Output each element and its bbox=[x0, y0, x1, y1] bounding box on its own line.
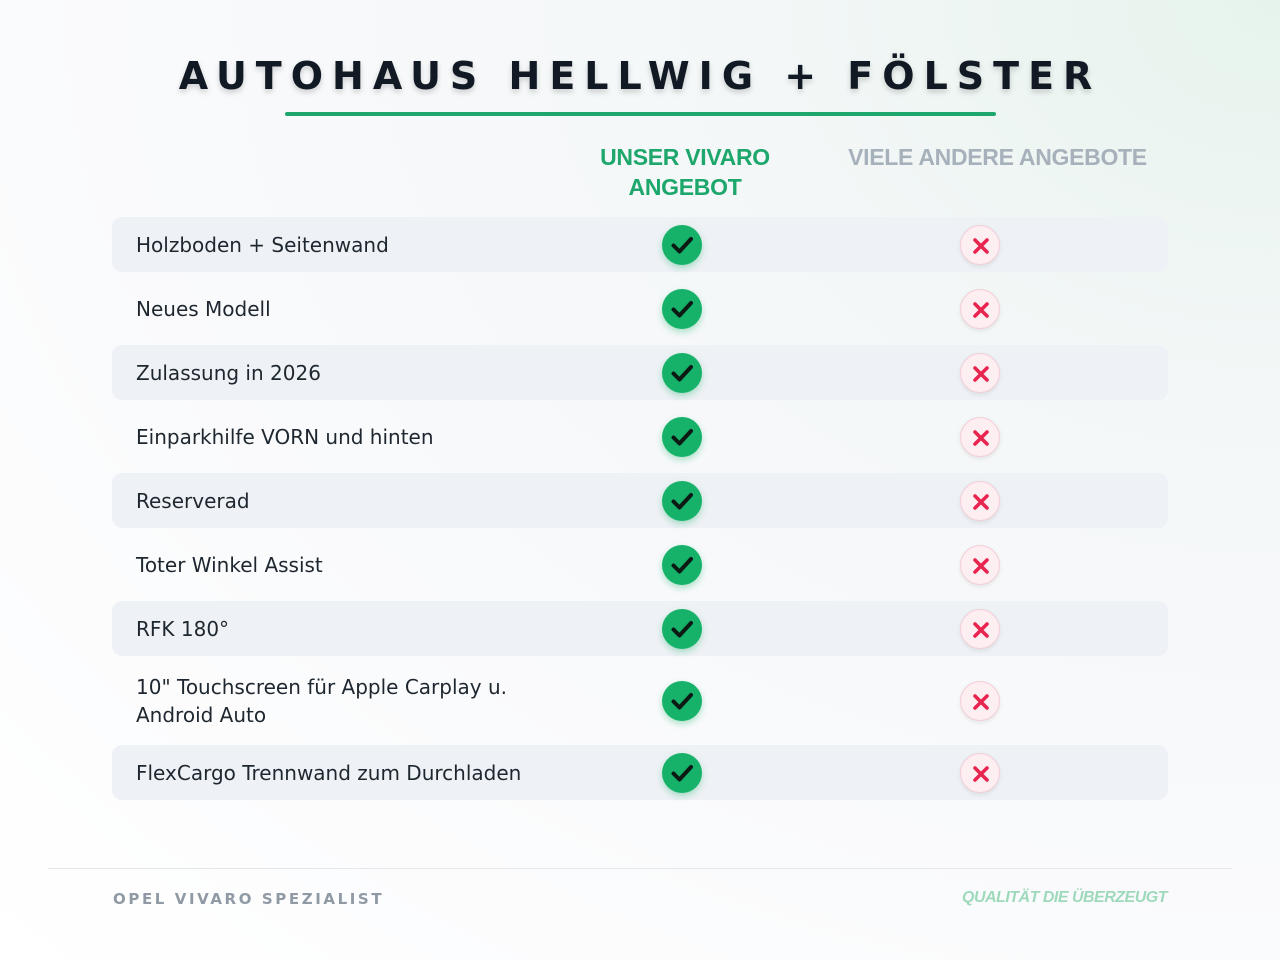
table-row: 10" Touchscreen für Apple Carplay u. And… bbox=[112, 665, 1168, 736]
feature-label: 10" Touchscreen für Apple Carplay u. And… bbox=[136, 674, 508, 727]
check-icon bbox=[662, 480, 702, 521]
check-icon bbox=[662, 352, 702, 393]
check-icon bbox=[662, 416, 702, 457]
feature-label: RFK 180° bbox=[136, 616, 230, 641]
footer-tagline-left: OPEL VIVARO SPEZIALIST bbox=[113, 890, 385, 908]
table-row: Toter Winkel Assist bbox=[112, 537, 1168, 592]
cross-icon bbox=[960, 544, 1000, 585]
check-icon bbox=[662, 288, 702, 329]
table-row: Holzboden + Seitenwand bbox=[112, 217, 1168, 272]
cross-icon bbox=[960, 608, 1000, 649]
table-row: Reserverad bbox=[112, 473, 1168, 528]
check-icon bbox=[662, 680, 702, 721]
footer-tagline-right: QUALITÄT DIE ÜBERZEUGT bbox=[962, 889, 1168, 906]
cross-icon bbox=[960, 752, 1000, 793]
feature-label: FlexCargo Trennwand zum Durchladen bbox=[136, 760, 522, 785]
column-header-ours: UNSER VIVARO ANGEBOT bbox=[600, 144, 770, 200]
title-underline bbox=[285, 112, 996, 116]
cross-icon bbox=[960, 288, 1000, 329]
cross-icon bbox=[960, 680, 1000, 721]
cross-icon bbox=[960, 480, 1000, 521]
table-row: Zulassung in 2026 bbox=[112, 345, 1168, 400]
table-row: Neues Modell bbox=[112, 281, 1168, 336]
feature-label: Reserverad bbox=[136, 488, 250, 513]
cross-icon bbox=[960, 352, 1000, 393]
check-icon bbox=[662, 608, 702, 649]
check-icon bbox=[662, 544, 702, 585]
feature-label: Toter Winkel Assist bbox=[136, 552, 323, 577]
feature-label: Neues Modell bbox=[136, 296, 271, 321]
column-header-others: VIELE ANDERE ANGEBOTE bbox=[848, 144, 1147, 170]
page-title: AUTOHAUS HELLWIG + FÖLSTER bbox=[178, 54, 1102, 98]
feature-label: Holzboden + Seitenwand bbox=[136, 232, 389, 257]
check-icon bbox=[662, 224, 702, 265]
table-row: Einparkhilfe VORN und hinten bbox=[112, 409, 1168, 464]
cross-icon bbox=[960, 416, 1000, 457]
table-row: RFK 180° bbox=[112, 601, 1168, 656]
cross-icon bbox=[960, 224, 1000, 265]
feature-label: Zulassung in 2026 bbox=[136, 360, 321, 385]
check-icon bbox=[662, 752, 702, 793]
feature-label: Einparkhilfe VORN und hinten bbox=[136, 424, 434, 449]
table-row: FlexCargo Trennwand zum Durchladen bbox=[112, 745, 1168, 800]
footer-divider bbox=[48, 868, 1232, 869]
